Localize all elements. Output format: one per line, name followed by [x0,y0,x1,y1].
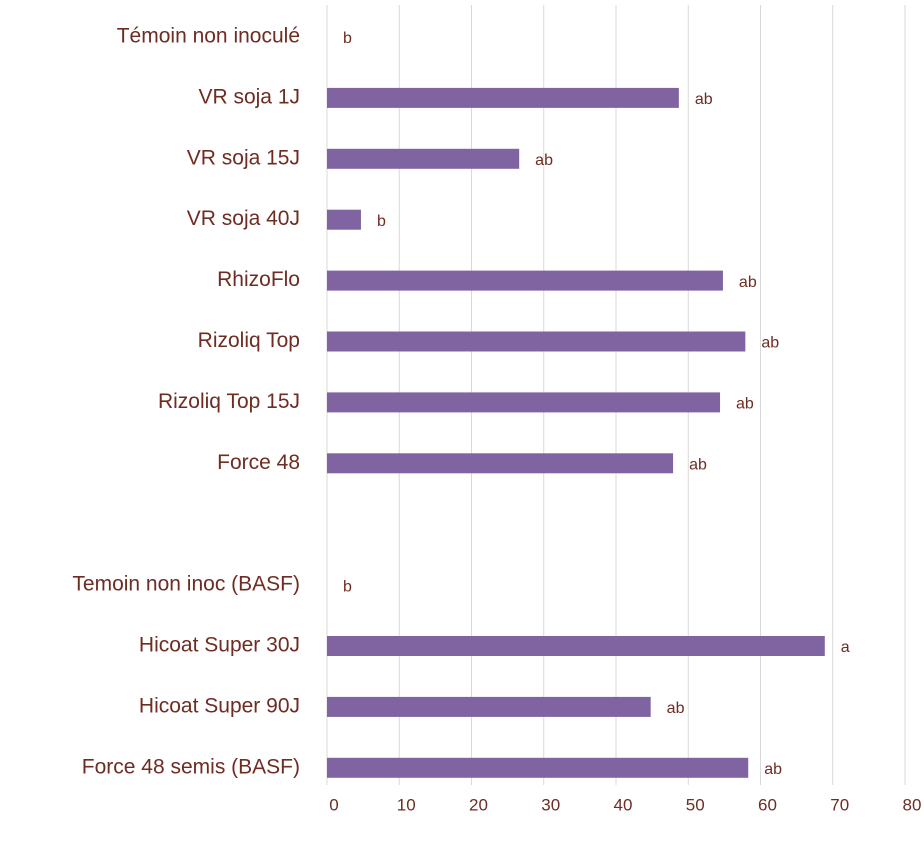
y-tick-label: VR soja 1J [198,85,300,108]
y-tick-label: VR soja 40J [187,207,300,230]
y-tick-label: Hicoat Super 90J [139,694,300,717]
x-tick-label: 50 [686,795,705,814]
x-tick-label: 40 [614,795,633,814]
bar [327,392,721,413]
x-tick-label: 70 [830,795,849,814]
x-tick-label: 20 [469,795,488,814]
data-label: ab [667,700,685,717]
data-label: ab [695,91,713,108]
y-tick-label: VR soja 15J [187,146,300,169]
data-label: ab [535,152,553,169]
y-tick-label: RhizoFlo [217,268,300,291]
y-tick-label: Hicoat Super 30J [139,634,300,657]
data-label: b [343,578,352,595]
y-tick-label: Temoin non inoc (BASF) [72,573,300,596]
y-tick-label: Témoin non inoculé [117,25,300,48]
bar [327,331,746,352]
data-label: ab [761,335,779,352]
y-tick-label: Force 48 semis (BASF) [82,755,300,778]
bar [327,696,651,717]
bar [327,757,749,778]
bar [327,453,674,474]
x-tick-label: 10 [397,795,416,814]
data-label: ab [736,396,754,413]
data-label: a [841,639,850,656]
y-tick-label: Rizoliq Top 15J [158,390,300,413]
data-label: ab [739,274,757,291]
bar [327,148,520,169]
x-tick-label: 80 [903,795,922,814]
data-label: ab [764,761,782,778]
data-label: b [377,213,386,230]
y-tick-label: Rizoliq Top [198,329,300,352]
x-tick-label: 30 [541,795,560,814]
bar [327,87,679,108]
data-label: b [343,30,352,47]
data-label: ab [689,457,707,474]
x-tick-label: 0 [329,795,338,814]
bar [327,209,361,230]
bar [327,270,723,291]
x-tick-label: 60 [758,795,777,814]
y-tick-label: Force 48 [217,451,300,474]
bar [327,636,825,656]
